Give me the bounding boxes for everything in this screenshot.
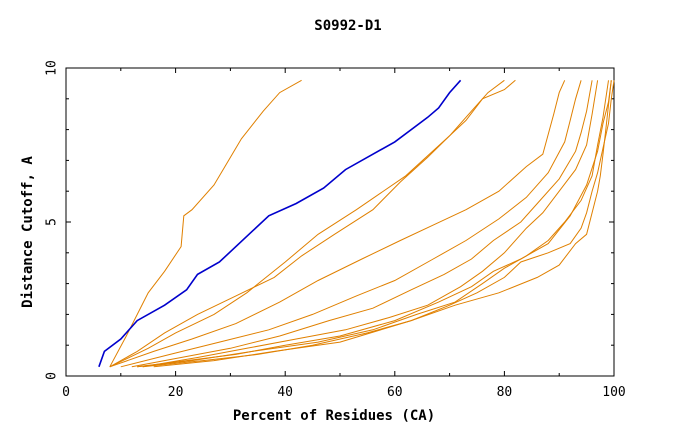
y-tick-label: 10 — [45, 60, 60, 76]
plot-area — [65, 67, 615, 377]
x-tick-label: 20 — [168, 385, 184, 400]
series-line-model-8 — [137, 80, 609, 368]
series-line-model-5 — [120, 80, 582, 368]
plot-border — [65, 67, 615, 377]
axis-ticks — [65, 67, 615, 377]
x-axis-label: Percent of Residues (CA) — [233, 408, 435, 424]
series-line-model-1 — [109, 79, 302, 368]
chart-title: S0992-D1 — [314, 18, 381, 34]
series-line-model-2 — [109, 79, 505, 368]
highlight-series-line — [98, 79, 462, 368]
series-line-model-9 — [137, 80, 612, 368]
y-axis-label: Distance Cutoff, A — [20, 156, 36, 308]
series-line-model-11 — [153, 80, 612, 368]
series-line-model-10 — [142, 80, 615, 368]
x-tick-label: 100 — [602, 385, 625, 400]
x-tick-label: 0 — [62, 385, 70, 400]
series-line-model-6 — [131, 80, 593, 368]
x-tick-label: 80 — [497, 385, 513, 400]
series-line-model-3 — [109, 79, 516, 368]
y-tick-label: 0 — [45, 372, 60, 380]
series-line-model-7 — [142, 80, 599, 368]
tick-labels: 0 20 40 60 80 100 0 5 10 — [45, 60, 626, 400]
y-tick-label: 5 — [45, 218, 60, 226]
series-layer — [109, 79, 615, 368]
series-line-model-4 — [109, 80, 566, 368]
highlight-layer — [98, 79, 462, 368]
x-tick-label: 40 — [277, 385, 293, 400]
x-tick-label: 60 — [387, 385, 403, 400]
